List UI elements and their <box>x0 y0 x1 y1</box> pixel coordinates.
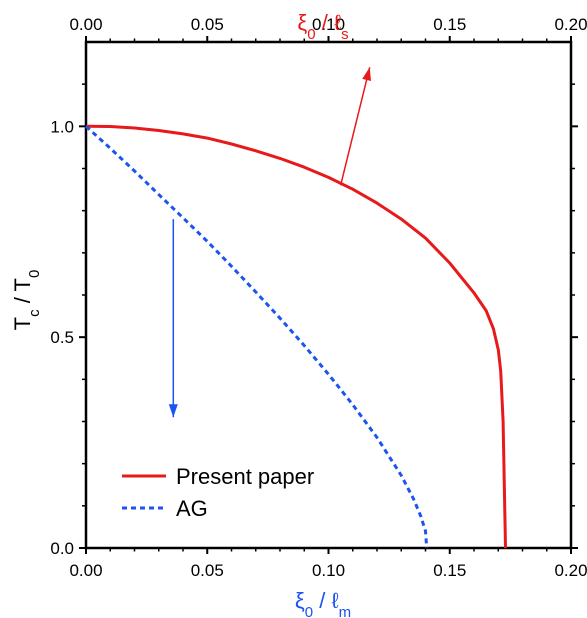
bottom-axis-arrow-head <box>168 404 178 418</box>
x-top-tick-label: 0.00 <box>69 15 102 34</box>
top-axis-arrow-head <box>362 67 371 81</box>
x-top-tick-label: 0.05 <box>191 15 224 34</box>
y-axis-title: Tc / T0 <box>10 270 43 331</box>
series-line-ag <box>84 125 429 549</box>
bottom-axis-title: ξ0 / ℓm <box>295 588 351 618</box>
x-bottom-tick-label: 0.15 <box>433 561 466 580</box>
x-top-tick-label: 0.10 <box>312 15 345 34</box>
top-axis-arrow-shaft <box>339 67 371 186</box>
y-tick-label: 0.0 <box>50 539 74 558</box>
x-bottom-tick-label: 0.00 <box>69 561 102 580</box>
legend: Present paper AG <box>122 464 314 521</box>
y-tick-label: 0.5 <box>50 328 74 347</box>
x-top-tick-label: 0.15 <box>433 15 466 34</box>
legend-label-present-paper: Present paper <box>176 464 314 489</box>
series-line-present-paper <box>85 124 507 549</box>
plot-frame <box>84 40 573 550</box>
x-bottom-tick-label: 0.20 <box>554 561 587 580</box>
legend-label-ag: AG <box>176 496 208 521</box>
x-bottom-tick-label: 0.10 <box>312 561 345 580</box>
chart-marks: 0.00 0.00 0.05 0.05 0.10 0.10 0.15 0.15 0.20 0.20… <box>50 15 587 580</box>
y-tick-label: 1.0 <box>50 117 74 136</box>
x-bottom-tick-label: 0.05 <box>191 561 224 580</box>
x-top-tick-label: 0.20 <box>554 15 587 34</box>
top-axis-title: ξ0 / ℓs <box>297 10 348 43</box>
